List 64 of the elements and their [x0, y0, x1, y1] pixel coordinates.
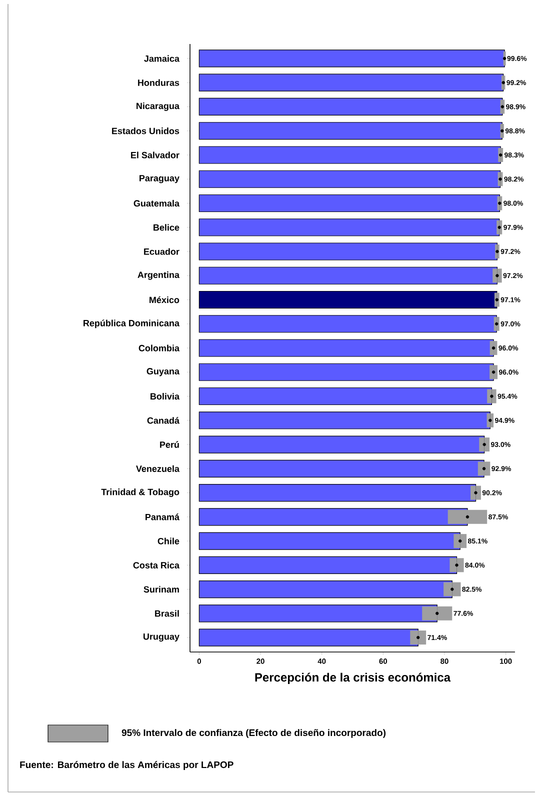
bar — [198, 194, 500, 212]
y-tick-label: El Salvador — [131, 152, 180, 158]
point — [495, 322, 498, 326]
y-tick-label: Paraguay — [140, 175, 180, 184]
y-tick-label: Ecuador — [144, 248, 180, 255]
bar — [198, 50, 505, 68]
point — [455, 564, 458, 567]
y-tick-label: Guyana — [146, 368, 180, 376]
point — [450, 588, 454, 591]
y-tick-label: Guatemala — [134, 200, 180, 207]
y-tick-label: Nicaragua — [136, 102, 180, 111]
y-tick-label: República Dominicana — [84, 320, 180, 328]
y-tick-label: Uruguay — [143, 633, 180, 642]
y-tick-label: Venezuela — [136, 465, 180, 472]
point — [492, 370, 496, 374]
point — [482, 442, 486, 446]
point — [482, 467, 486, 470]
bar — [198, 315, 497, 333]
y-tick-label: Brasil — [155, 610, 179, 617]
y-tick-label: Jamaica — [144, 55, 180, 62]
y-tick-label: Estados Unidos — [112, 128, 180, 134]
bar — [198, 218, 500, 236]
text: 95% Intervalo de confianza (Efecto de diseño incorporado) — [122, 729, 386, 738]
y-tick-label: Honduras — [138, 79, 180, 86]
point — [436, 612, 439, 615]
y-tick-label: Panamá — [146, 514, 180, 520]
y-tick-label: Surinam — [144, 586, 179, 593]
source-note: Fuente: Barómetro de las Américas por LAPOP — [20, 761, 234, 770]
point — [416, 636, 420, 640]
point — [496, 250, 499, 254]
y-tick-label: Chile — [158, 538, 180, 544]
point — [498, 153, 502, 157]
y-tick-label: Canadá — [147, 417, 180, 424]
bar — [198, 170, 501, 188]
point — [474, 491, 478, 494]
point — [502, 81, 505, 84]
point — [498, 178, 502, 181]
y-tick-label: Bolivia — [150, 392, 180, 400]
point — [502, 56, 506, 60]
y-tick-label: Perú — [160, 441, 179, 448]
bar — [198, 412, 490, 430]
bar — [198, 122, 502, 140]
point — [458, 539, 462, 543]
y-tick-label: Colombia — [138, 344, 180, 352]
y-tick-label: Belice — [154, 224, 180, 231]
point — [498, 202, 502, 205]
point — [492, 346, 496, 350]
y-tick-label: México — [150, 296, 180, 304]
point — [490, 394, 494, 398]
y-tick-label: Argentina — [138, 271, 180, 280]
y-tick-label: Trinidad & Tobago — [101, 488, 180, 497]
point — [488, 418, 492, 422]
point — [466, 515, 470, 518]
bar — [198, 74, 504, 92]
bar — [198, 98, 503, 116]
bar — [198, 290, 498, 309]
point — [500, 129, 504, 132]
point — [496, 274, 499, 278]
point — [495, 298, 499, 302]
y-tick-label: Costa Rica — [133, 562, 180, 568]
x-axis-title: Percepción de la crisis económica — [255, 672, 451, 684]
bar — [198, 242, 498, 260]
point — [500, 105, 504, 108]
point — [498, 226, 501, 229]
